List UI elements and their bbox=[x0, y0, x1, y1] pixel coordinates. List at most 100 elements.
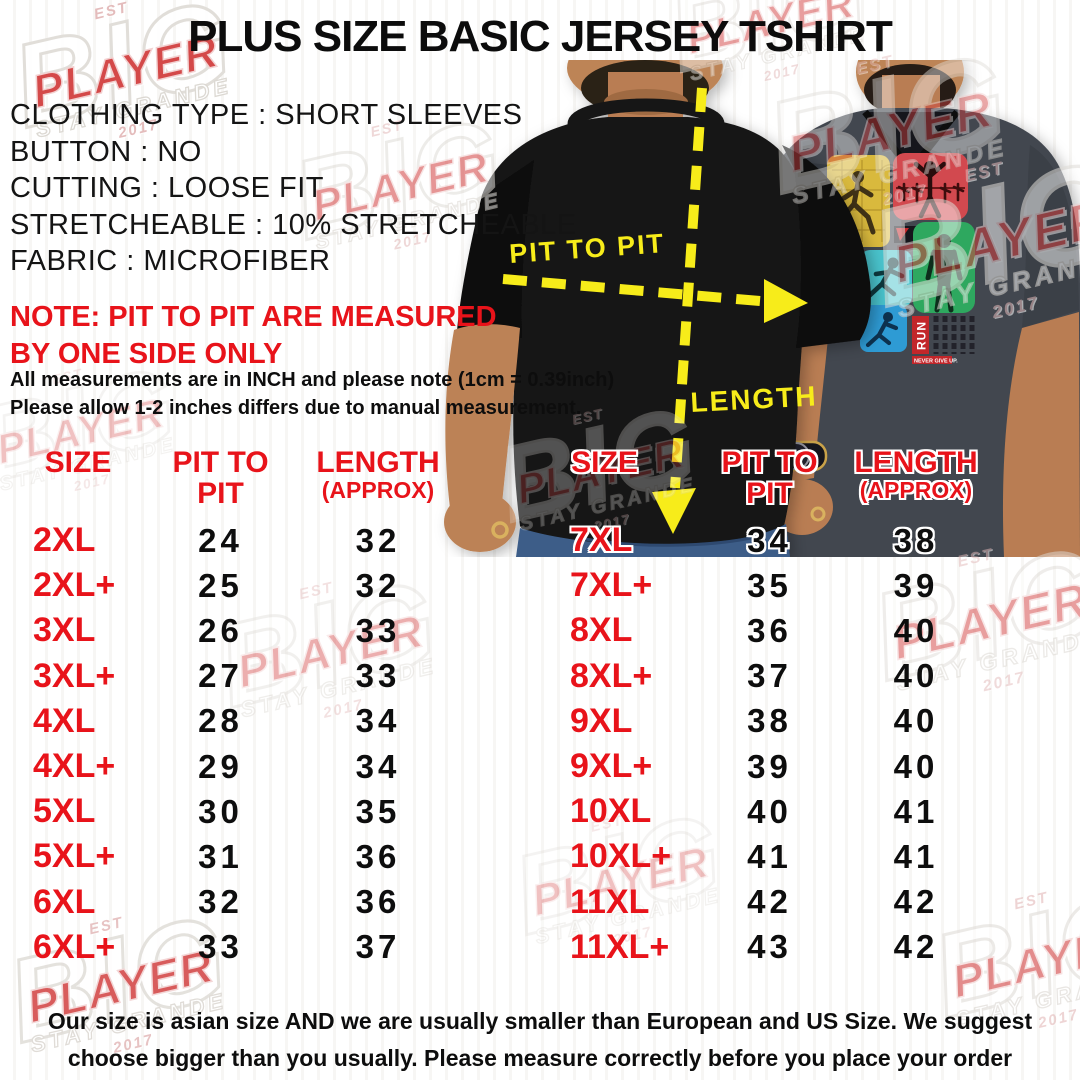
table-header-row: SIZE PIT TO PIT LENGTH (APPROX) bbox=[522, 446, 980, 518]
sizing-advice: Our size is asian size AND we are usuall… bbox=[0, 1003, 1080, 1077]
pit-value: 38 bbox=[747, 702, 792, 740]
sizing-advice-line-1: Our size is asian size AND we are usuall… bbox=[47, 1008, 1033, 1034]
product-photos: RUN NEVER GIVE UP. PIT TO PIT LENGTH bbox=[430, 28, 1080, 557]
size-label: 9XL+ bbox=[570, 747, 653, 786]
size-label: 6XL+ bbox=[33, 927, 116, 966]
model-forearm bbox=[445, 324, 520, 508]
measurement-info-line: Please allow 1-2 inches differs due to m… bbox=[10, 396, 582, 419]
col-header-size: SIZE bbox=[44, 446, 112, 479]
jeans-left bbox=[516, 524, 790, 557]
measurement-diagram: RUN NEVER GIVE UP. PIT TO PIT LENGTH bbox=[444, 28, 1080, 557]
col-header-pit-to-pit: PIT TO PIT bbox=[172, 446, 269, 510]
pit-value: 33 bbox=[198, 928, 243, 966]
length-value: 40 bbox=[893, 611, 939, 649]
measurement-info-line: All measurements are in INCH and please … bbox=[10, 369, 615, 391]
size-row: 6XL+ 33 37 bbox=[8, 925, 463, 970]
spec-line: STRETCHEABLE : 10% STRETCHEABLE bbox=[10, 208, 577, 241]
spec-line: CUTTING : LOOSE FIT bbox=[10, 172, 325, 204]
size-label: 7XL bbox=[570, 521, 633, 560]
size-label: 7XL+ bbox=[570, 566, 653, 605]
size-label: 4XL bbox=[33, 701, 96, 740]
pit-value: 29 bbox=[198, 747, 243, 785]
pit-value: 37 bbox=[747, 657, 792, 695]
pit-value: 26 bbox=[198, 611, 243, 649]
col-header-pit-to-pit: PIT TO PIT bbox=[721, 446, 818, 510]
size-label: 3XL+ bbox=[33, 656, 116, 695]
length-value: 41 bbox=[893, 837, 939, 875]
length-value: 40 bbox=[893, 657, 939, 695]
length-value: 36 bbox=[355, 883, 401, 921]
size-row: 2XL+ 25 32 bbox=[8, 563, 463, 608]
size-label: 8XL bbox=[570, 611, 633, 650]
v-neck-collar bbox=[865, 112, 957, 172]
length-value: 35 bbox=[355, 792, 401, 830]
arrow-head-down bbox=[652, 488, 696, 534]
tshirt-sleeve bbox=[782, 145, 871, 348]
size-row: 4XL+ 29 34 bbox=[8, 744, 463, 789]
never-give-up-label: NEVER GIVE UP. bbox=[914, 359, 958, 365]
length-value: 38 bbox=[893, 521, 939, 559]
length-value: 41 bbox=[893, 792, 939, 830]
size-label: 10XL bbox=[570, 792, 652, 831]
note-line-2: BY ONE SIDE ONLY bbox=[10, 338, 283, 370]
pit-value: 40 bbox=[747, 792, 792, 830]
length-value: 33 bbox=[355, 611, 401, 649]
pit-value: 43 bbox=[747, 928, 792, 966]
size-table-left: SIZE PIT TO PIT LENGTH (APPROX) 2XL 24 3… bbox=[8, 446, 463, 970]
size-row: 6XL 32 36 bbox=[8, 880, 463, 925]
size-label: 11XL+ bbox=[570, 927, 670, 966]
arrow-head-right bbox=[764, 279, 808, 323]
size-row: 3XL+ 27 33 bbox=[8, 654, 463, 699]
length-value: 34 bbox=[355, 702, 401, 740]
run-label: RUN bbox=[915, 321, 929, 350]
length-value: 32 bbox=[355, 521, 401, 559]
size-row: 8XL+ 37 40 bbox=[522, 654, 980, 699]
size-label: 3XL bbox=[33, 611, 96, 650]
col-header-length: LENGTH (APPROX) bbox=[316, 446, 440, 503]
length-value: 40 bbox=[893, 702, 939, 740]
length-value: 33 bbox=[355, 657, 401, 695]
length-arrow: LENGTH bbox=[652, 87, 819, 534]
spec-line: CLOTHING TYPE : SHORT SLEEVES bbox=[10, 99, 523, 131]
sizing-advice-line-2: choose bigger than you usually. Please m… bbox=[67, 1045, 1013, 1071]
size-row: 7XL 34 38 bbox=[522, 518, 980, 563]
pit-value: 35 bbox=[747, 566, 792, 604]
col-header-size: SIZE bbox=[571, 446, 638, 479]
pit-value: 42 bbox=[747, 883, 792, 921]
size-label: 8XL+ bbox=[570, 656, 653, 695]
pit-value: 36 bbox=[747, 611, 792, 649]
pit-value: 31 bbox=[198, 837, 243, 875]
size-row: 3XL 26 33 bbox=[8, 608, 463, 653]
measurement-note: NOTE: PIT TO PIT ARE MEASURED BY ONE SID… bbox=[10, 299, 497, 373]
length-value: 36 bbox=[355, 837, 401, 875]
col-header-length: LENGTH (APPROX) bbox=[854, 446, 978, 503]
length-value: 40 bbox=[893, 747, 939, 785]
size-row: 2XL 24 32 bbox=[8, 518, 463, 563]
length-value: 39 bbox=[893, 566, 939, 604]
size-label: 9XL bbox=[570, 701, 633, 740]
length-label: LENGTH bbox=[690, 380, 819, 418]
size-label: 11XL bbox=[570, 882, 650, 921]
pit-value: 24 bbox=[198, 521, 243, 559]
size-row: 5XL+ 31 36 bbox=[8, 834, 463, 879]
product-specs: CLOTHING TYPE : SHORT SLEEVES BUTTON : N… bbox=[10, 97, 577, 280]
tshirt-body bbox=[482, 117, 808, 555]
pit-value: 32 bbox=[198, 883, 243, 921]
pit-value: 25 bbox=[198, 566, 243, 604]
size-label: 2XL bbox=[33, 521, 96, 560]
size-row: 11XL+ 43 42 bbox=[522, 925, 980, 970]
page-title: PLUS SIZE BASIC JERSEY TSHIRT bbox=[188, 12, 893, 61]
size-row: 8XL 36 40 bbox=[522, 608, 980, 653]
size-row: 10XL+ 41 41 bbox=[522, 834, 980, 879]
size-label: 6XL bbox=[33, 882, 96, 921]
size-label: 2XL+ bbox=[33, 566, 116, 605]
length-value: 42 bbox=[893, 928, 939, 966]
size-label: 4XL+ bbox=[33, 747, 116, 786]
size-label: 10XL+ bbox=[570, 837, 672, 876]
length-value: 34 bbox=[355, 747, 401, 785]
length-value: 32 bbox=[355, 566, 401, 604]
length-value: 37 bbox=[355, 928, 401, 966]
size-row: 10XL 40 41 bbox=[522, 789, 980, 834]
measurement-info: All measurements are in INCH and please … bbox=[10, 367, 614, 422]
pit-value: 41 bbox=[747, 837, 792, 875]
